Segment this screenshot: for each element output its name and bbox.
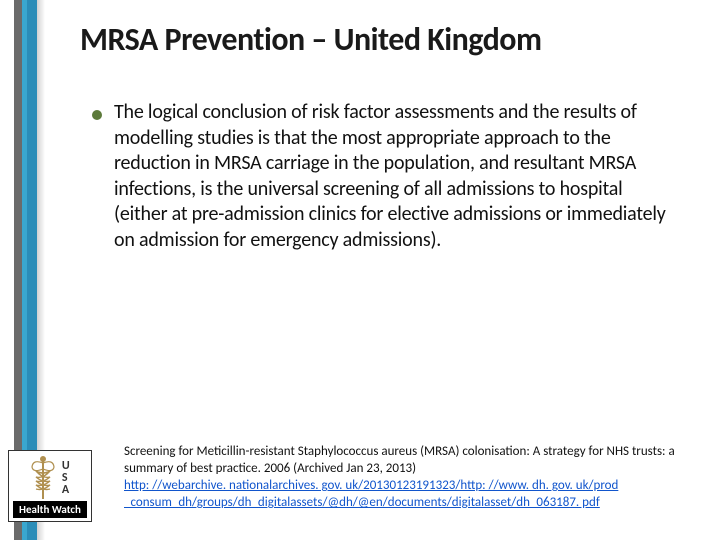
caduceus-icon [30,455,56,501]
slide-title: MRSA Prevention – United Kingdom [80,20,680,59]
slide: MRSA Prevention – United Kingdom The log… [0,0,720,540]
content-area: The logical conclusion of risk factor as… [92,100,670,254]
logo-label: Health Watch [13,501,87,518]
reference-block: Screening for Meticillin-resistant Staph… [124,444,710,512]
reference-citation: Screening for Meticillin-resistant Staph… [124,444,710,478]
bullet-text: The logical conclusion of risk factor as… [114,100,670,254]
health-watch-logo: USA Health Watch [8,450,92,522]
logo-top: USA [30,455,70,501]
bullet-item: The logical conclusion of risk factor as… [92,100,670,254]
logo-usa-text: USA [62,460,70,496]
bullet-icon [92,110,102,120]
reference-link-line2[interactable]: _consum_dh/groups/dh_digitalassets/@dh/@… [124,495,600,510]
reference-link-line1[interactable]: http: //webarchive. nationalarchives. go… [124,478,618,493]
